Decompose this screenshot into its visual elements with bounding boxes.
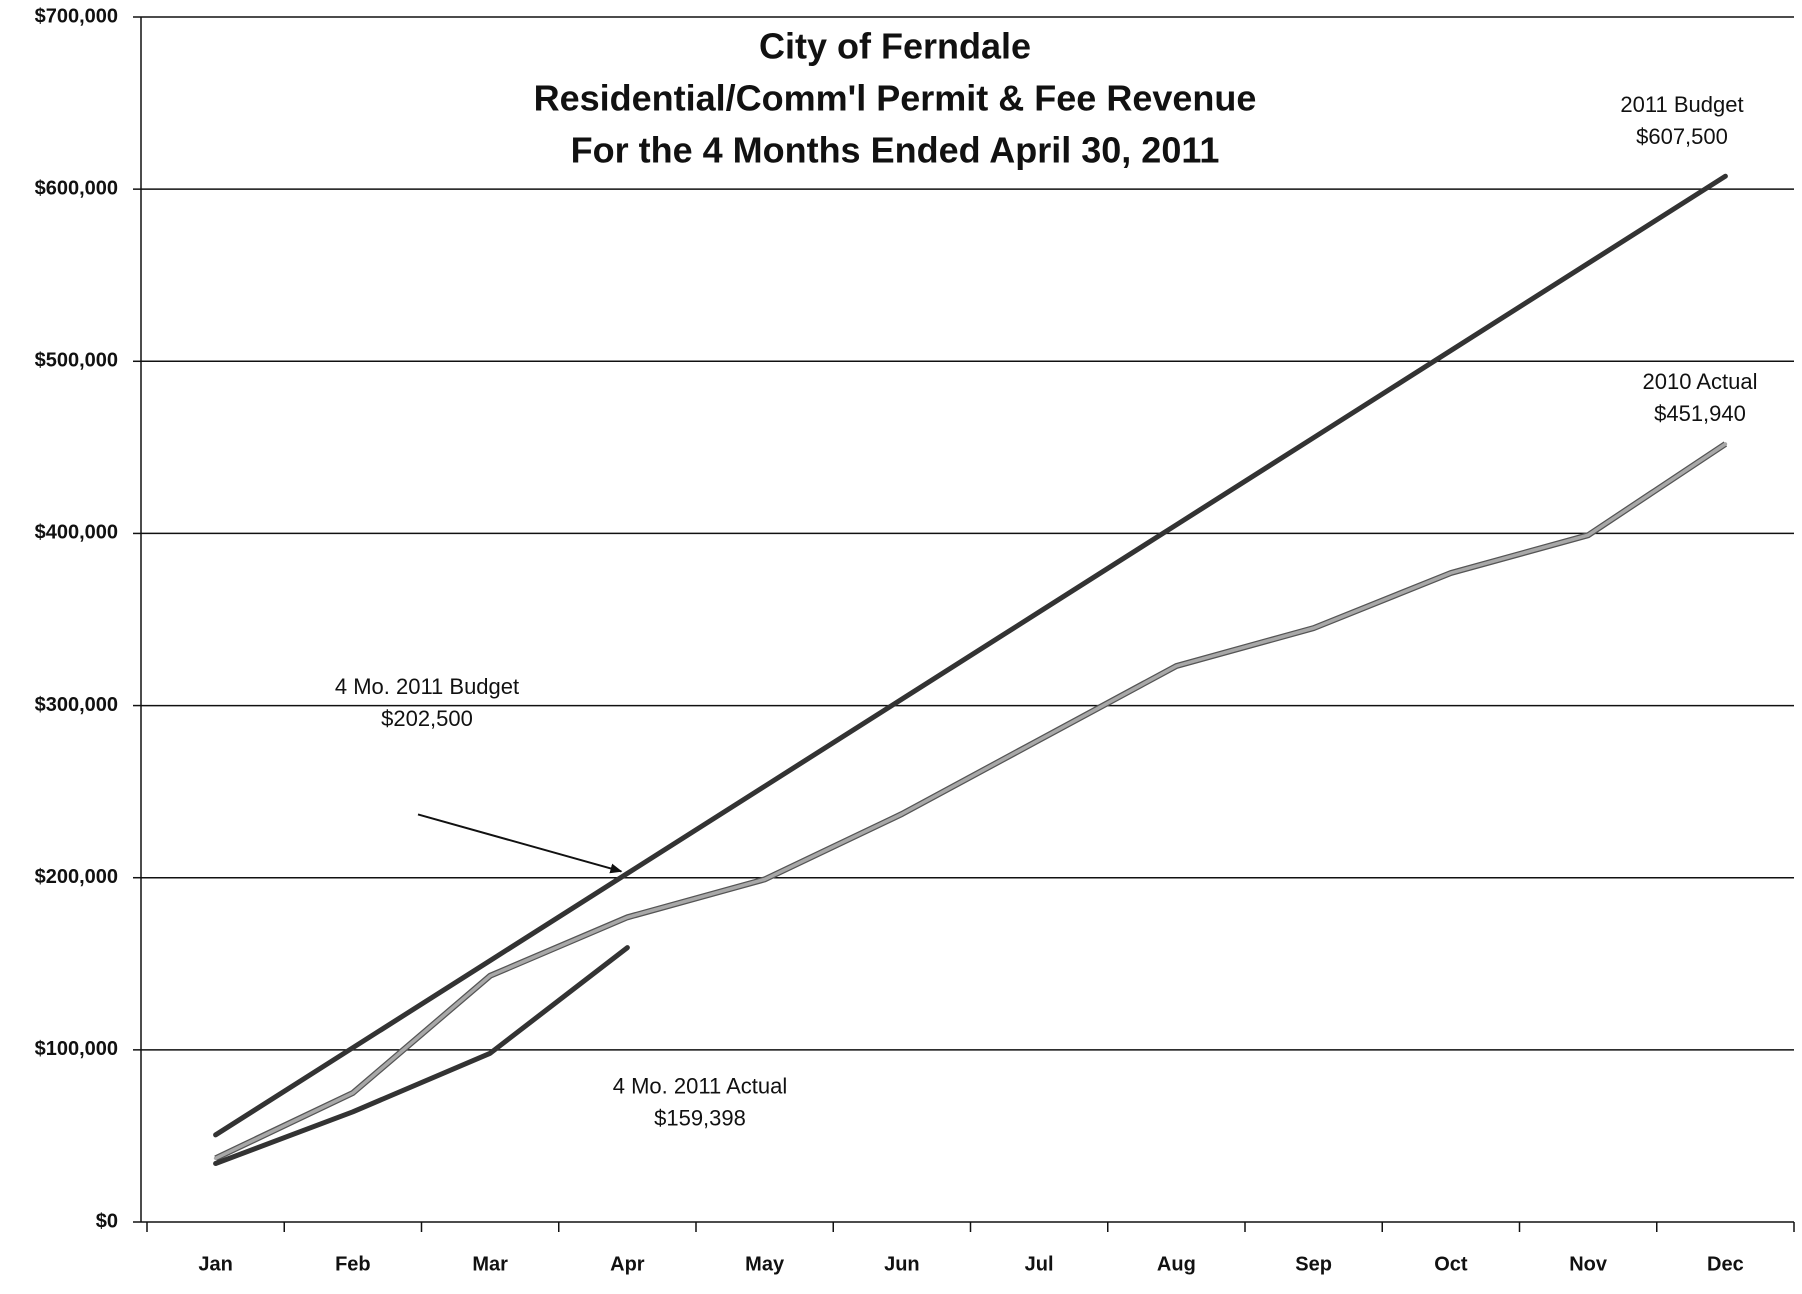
annotation-value: $202,500 — [381, 706, 473, 731]
annotation-text: 2011 Budget — [1620, 92, 1743, 117]
x-tick-label: Jun — [884, 1253, 920, 1275]
chart-title: City of Ferndale — [759, 26, 1031, 67]
y-tick-label: $700,000 — [35, 5, 118, 27]
y-tick-label: $500,000 — [35, 350, 118, 372]
annotation-value: $451,940 — [1654, 401, 1746, 426]
series-outline — [214, 441, 1728, 1162]
series-line — [213, 945, 630, 1166]
annotation-arrow — [417, 813, 623, 874]
series-line — [213, 442, 1728, 1161]
x-tick-label: Sep — [1295, 1253, 1332, 1275]
annotation-text: 2010 Actual — [1643, 369, 1758, 394]
x-tick-label: Mar — [472, 1253, 508, 1275]
annotation-value: $159,398 — [654, 1105, 746, 1130]
annotation-text: 4 Mo. 2011 Budget — [335, 674, 519, 699]
y-tick-label: $0 — [96, 1210, 118, 1232]
x-tick-label: Aug — [1157, 1253, 1196, 1275]
annotation-value: $607,500 — [1636, 124, 1728, 149]
y-tick-label: $100,000 — [35, 1038, 118, 1060]
x-tick-label: Dec — [1707, 1253, 1744, 1275]
x-tick-label: Nov — [1569, 1253, 1608, 1275]
x-tick-label: Jul — [1025, 1253, 1054, 1275]
x-tick-label: May — [745, 1253, 785, 1275]
chart-title: Residential/Comm'l Permit & Fee Revenue — [534, 78, 1257, 119]
y-tick-label: $600,000 — [35, 177, 118, 199]
x-tick-label: Apr — [610, 1253, 645, 1275]
x-tick-label: Oct — [1434, 1253, 1468, 1275]
x-tick-label: Feb — [335, 1253, 371, 1275]
y-tick-label: $200,000 — [35, 866, 118, 888]
series-line — [213, 173, 1728, 1138]
chart-title: For the 4 Months Ended April 30, 2011 — [571, 130, 1220, 171]
y-tick-label: $300,000 — [35, 694, 118, 716]
x-tick-label: Jan — [198, 1253, 232, 1275]
annotation-text: 4 Mo. 2011 Actual — [613, 1073, 788, 1098]
y-tick-label: $400,000 — [35, 522, 118, 544]
